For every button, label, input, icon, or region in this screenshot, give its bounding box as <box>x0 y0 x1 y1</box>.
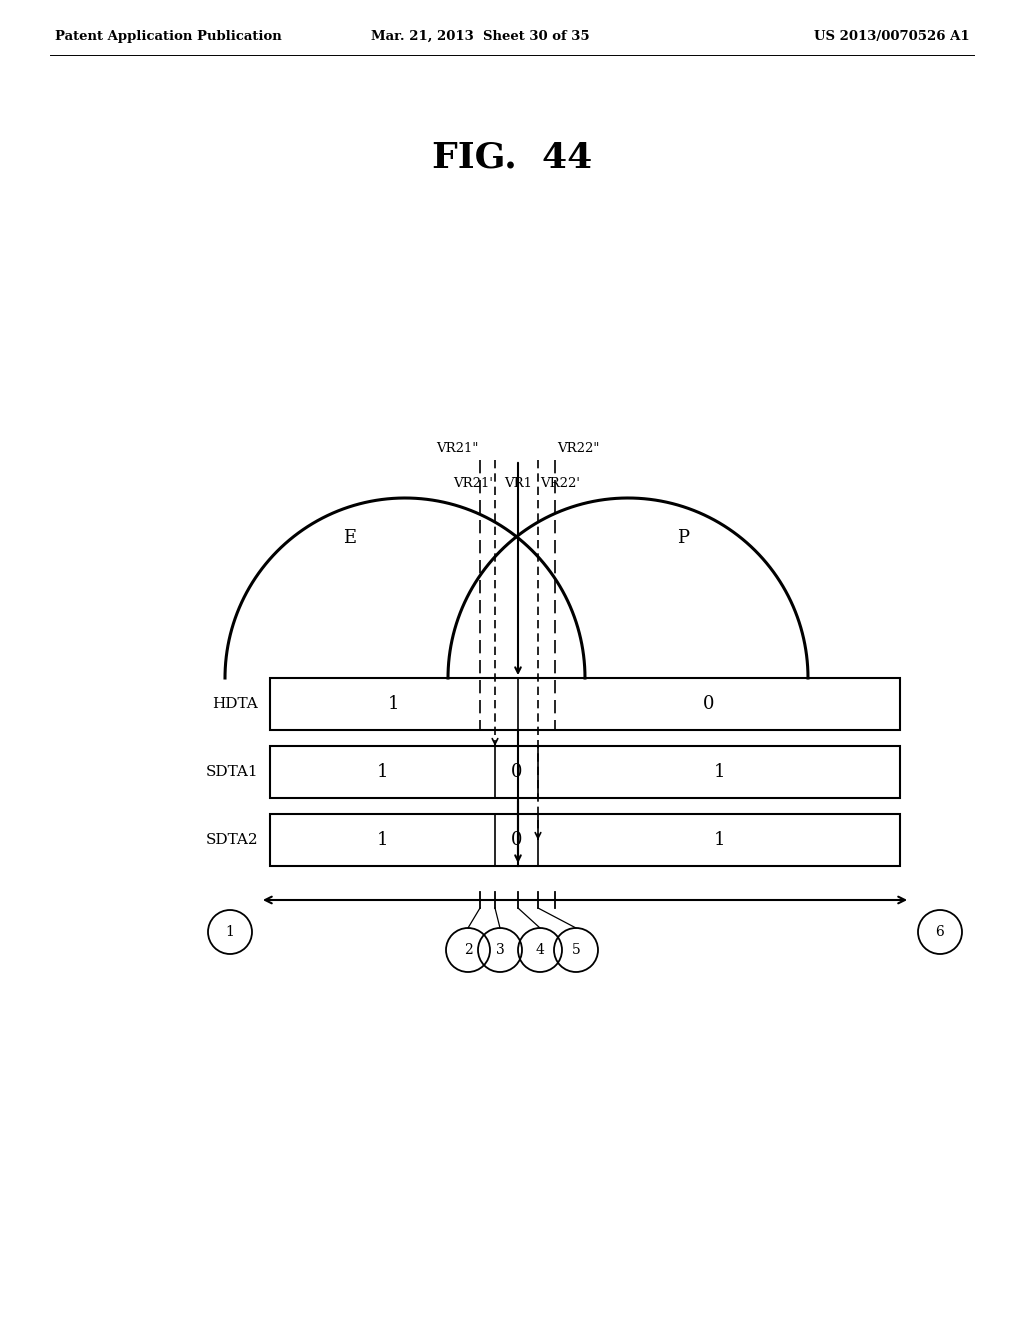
Text: 4: 4 <box>536 942 545 957</box>
Text: 1: 1 <box>377 763 388 781</box>
Bar <box>270 814 900 866</box>
Bar <box>270 678 900 730</box>
Text: SDTA2: SDTA2 <box>206 833 258 847</box>
Text: 1: 1 <box>714 832 725 849</box>
Text: Patent Application Publication: Patent Application Publication <box>55 30 282 44</box>
Text: 1: 1 <box>714 763 725 781</box>
Text: VR22": VR22" <box>557 442 599 455</box>
Text: 1: 1 <box>377 832 388 849</box>
Text: P: P <box>677 528 689 546</box>
Text: 2: 2 <box>464 942 472 957</box>
Text: VR21': VR21' <box>453 477 493 490</box>
Bar <box>270 746 900 799</box>
Text: 6: 6 <box>936 925 944 939</box>
Text: 0: 0 <box>511 763 522 781</box>
Text: 3: 3 <box>496 942 505 957</box>
Text: 5: 5 <box>571 942 581 957</box>
Text: 0: 0 <box>511 832 522 849</box>
Text: VR22': VR22' <box>540 477 580 490</box>
Text: HDTA: HDTA <box>212 697 258 711</box>
Text: 1: 1 <box>225 925 234 939</box>
Text: SDTA1: SDTA1 <box>206 766 258 779</box>
Text: FIG.  44: FIG. 44 <box>432 140 592 174</box>
Text: 1: 1 <box>388 696 399 713</box>
Text: VR1: VR1 <box>504 477 532 490</box>
Text: VR21": VR21" <box>435 442 478 455</box>
Text: 0: 0 <box>703 696 715 713</box>
Text: Mar. 21, 2013  Sheet 30 of 35: Mar. 21, 2013 Sheet 30 of 35 <box>371 30 590 44</box>
Text: E: E <box>343 528 356 546</box>
Text: US 2013/0070526 A1: US 2013/0070526 A1 <box>814 30 970 44</box>
